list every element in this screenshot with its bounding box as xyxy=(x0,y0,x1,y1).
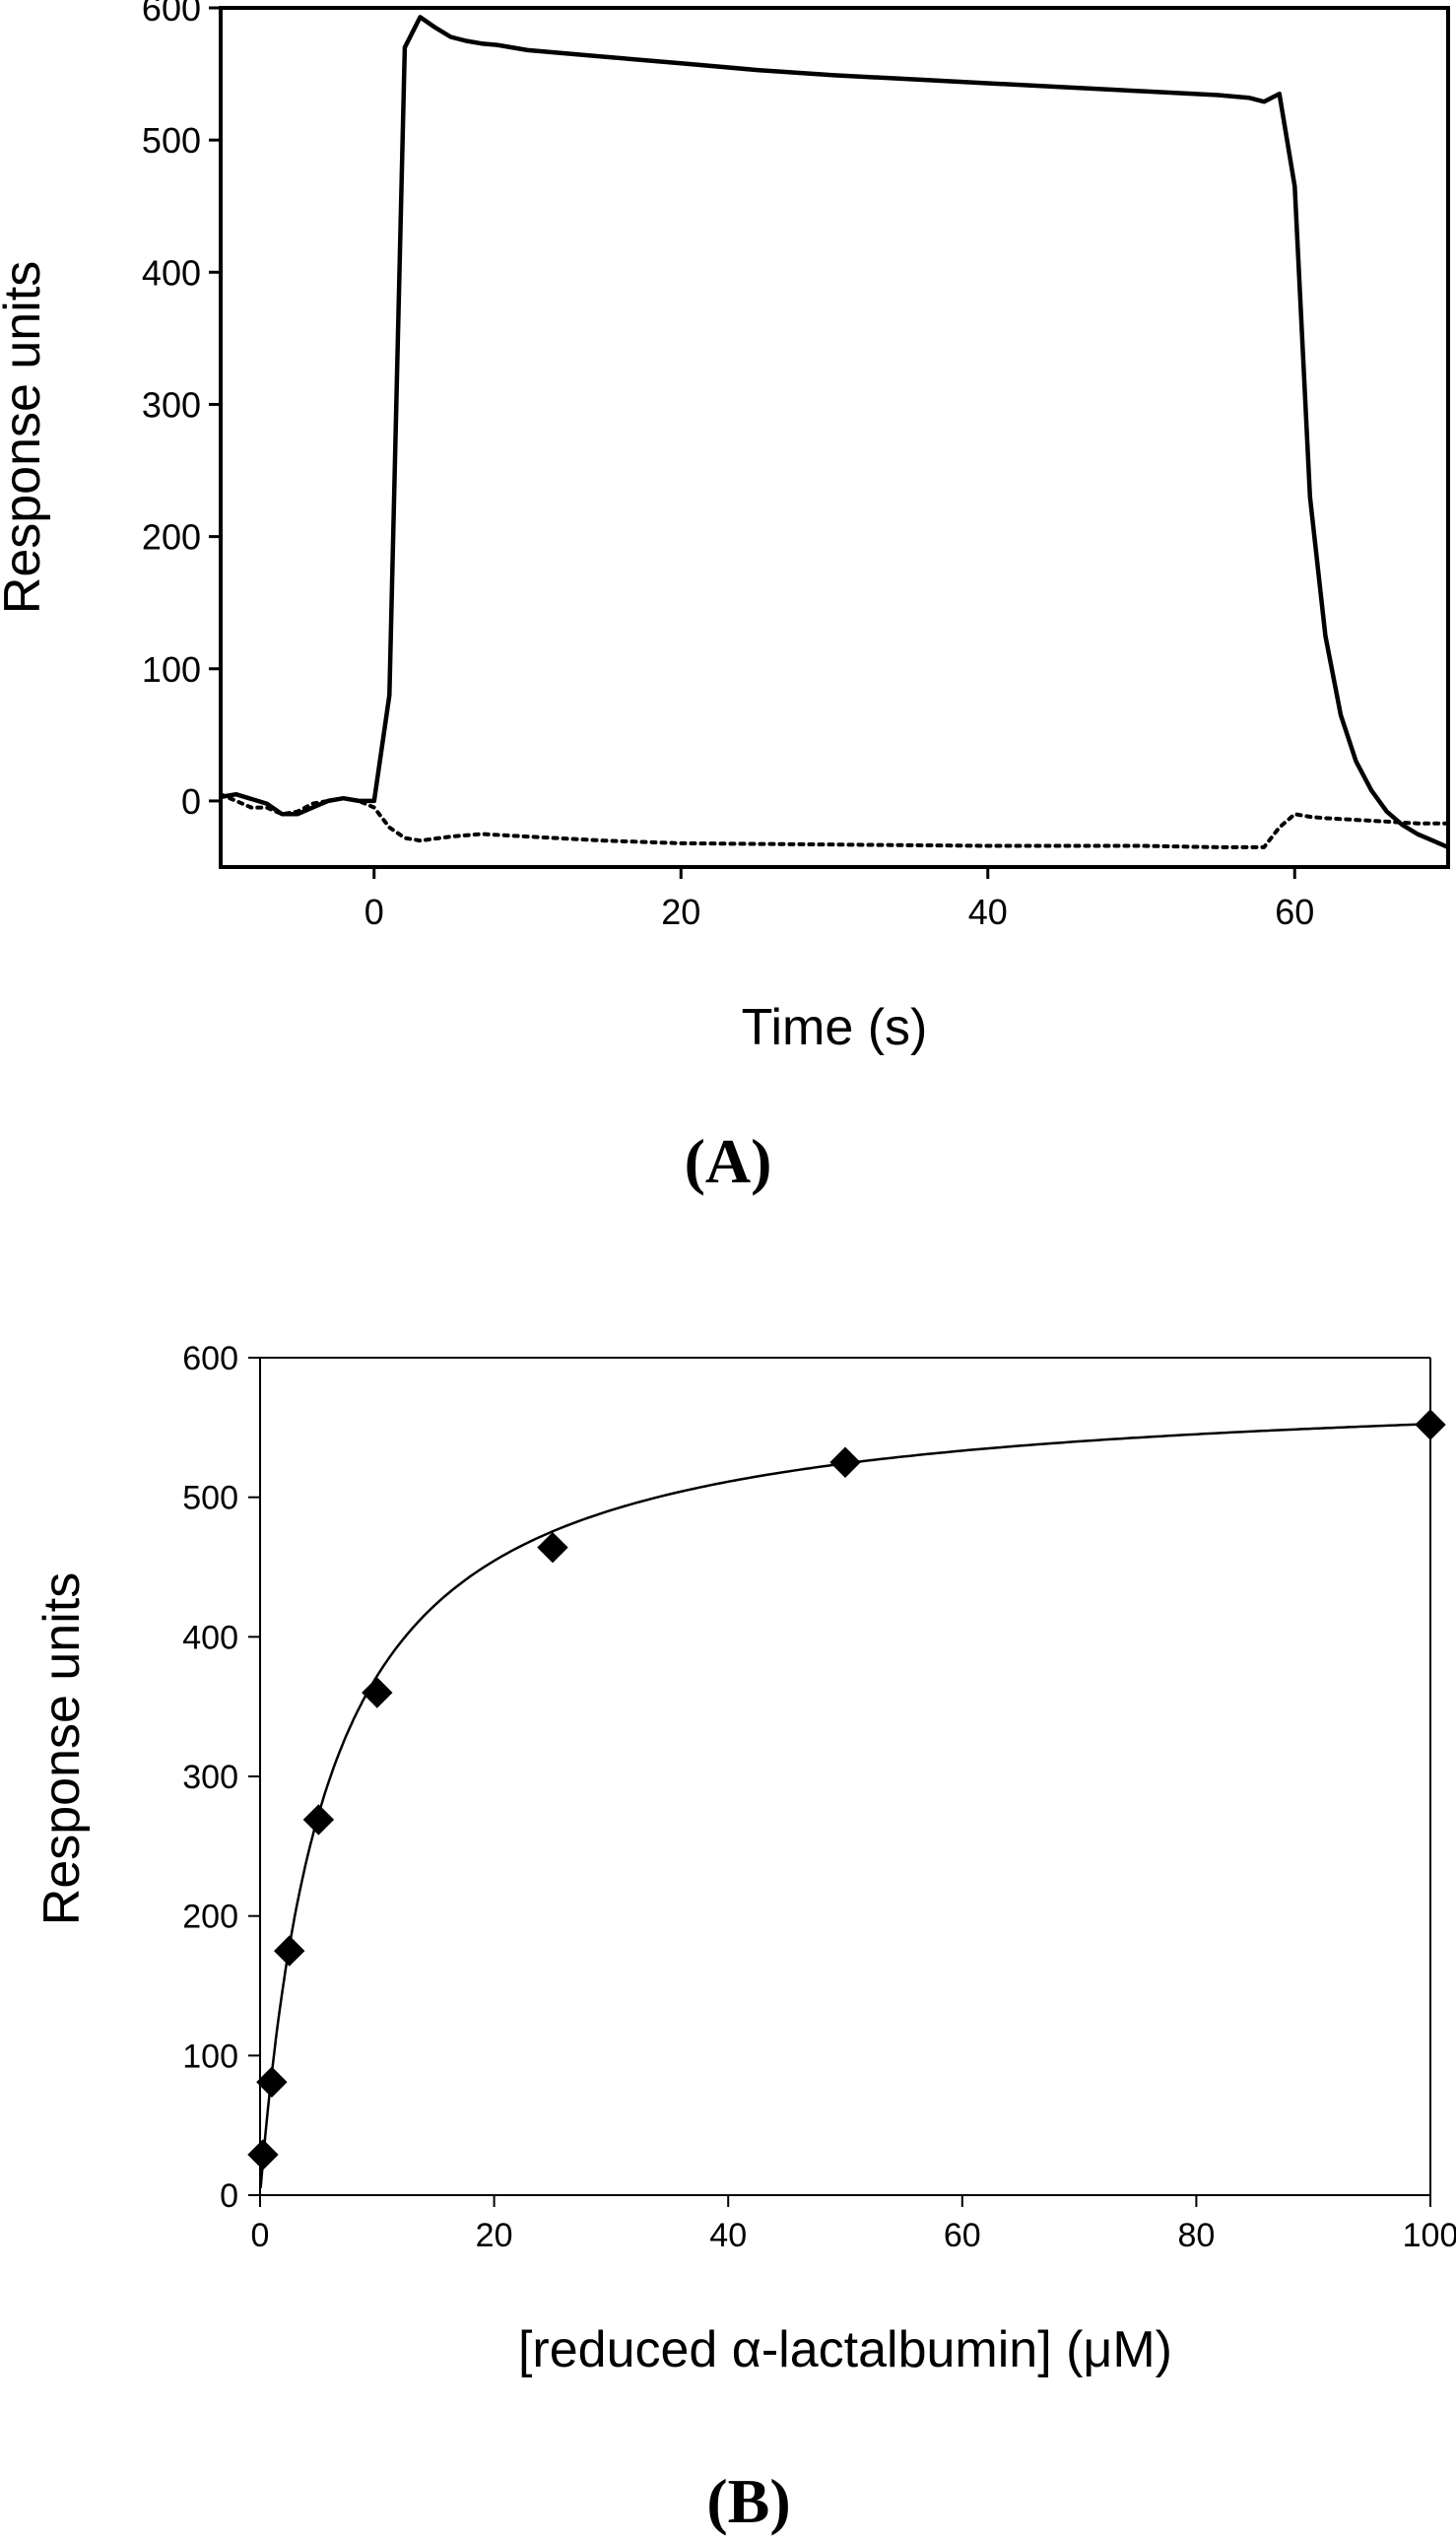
series-line-solid xyxy=(220,15,1449,849)
y-tick-label-a: 100 xyxy=(142,649,201,690)
y-tick-label-b: 500 xyxy=(182,1480,238,1517)
x-tick-label-a: 0 xyxy=(364,892,384,932)
y-tick-label-b: 200 xyxy=(182,1899,238,1936)
data-point-marker xyxy=(302,1804,335,1836)
tick-layer-b: 0 20 40 60 80 100 0 100 200 300 400 500 600 xyxy=(182,1340,1456,2254)
plot-frame-a xyxy=(219,6,1450,869)
x-tick-label-b: 40 xyxy=(709,2217,747,2254)
x-tick-label-b: 100 xyxy=(1403,2217,1456,2254)
y-tick-label-a: 200 xyxy=(142,517,201,558)
series-layer-a xyxy=(219,15,1450,849)
y-tick-label-a: 600 xyxy=(142,0,201,29)
data-point-marker xyxy=(537,1531,568,1564)
x-tick-label-b: 80 xyxy=(1177,2217,1215,2254)
chart-b: 0 20 40 60 80 100 0 100 200 300 400 500 600 [reduced… xyxy=(33,1340,1456,2536)
x-tick-label-a: 60 xyxy=(1275,892,1314,932)
y-tick-label-a: 300 xyxy=(142,384,201,425)
x-tick-label-b: 0 xyxy=(251,2217,270,2254)
data-point-marker xyxy=(1415,1409,1446,1440)
x-tick-label-b: 60 xyxy=(944,2217,981,2254)
fit-curve xyxy=(259,1423,1425,2188)
x-axis-label-a: Time (s) xyxy=(742,999,928,1056)
series-line-dotted xyxy=(219,792,1450,849)
y-tick-label-a: 400 xyxy=(142,252,201,293)
y-tick-label-b: 0 xyxy=(220,2177,238,2215)
data-point-marker xyxy=(273,1935,305,1967)
series-layer-b xyxy=(247,1409,1446,2188)
panel-label-b: (B) xyxy=(706,2466,790,2536)
y-tick-label-b: 100 xyxy=(182,2038,238,2075)
x-tick-label-b: 20 xyxy=(476,2217,513,2254)
x-tick-label-a: 40 xyxy=(968,892,1008,932)
y-tick-label-b: 600 xyxy=(182,1340,238,1377)
y-axis-label-b: Response units xyxy=(33,1572,91,1925)
y-tick-label-b: 300 xyxy=(182,1759,238,1796)
data-point-marker xyxy=(256,2066,288,2098)
y-tick-label-a: 0 xyxy=(181,781,201,822)
panel-label-a: (A) xyxy=(685,1126,772,1196)
x-tick-label-a: 20 xyxy=(661,892,700,932)
x-axis-label-b: [reduced α-lactalbumin] (μM) xyxy=(518,2321,1172,2378)
data-point-marker xyxy=(362,1677,393,1708)
y-tick-label-a: 500 xyxy=(142,120,201,161)
y-tick-label-b: 400 xyxy=(182,1619,238,1656)
y-axis-label-a: Response units xyxy=(0,261,51,614)
data-point-marker xyxy=(829,1446,861,1478)
data-point-marker xyxy=(247,2139,279,2171)
